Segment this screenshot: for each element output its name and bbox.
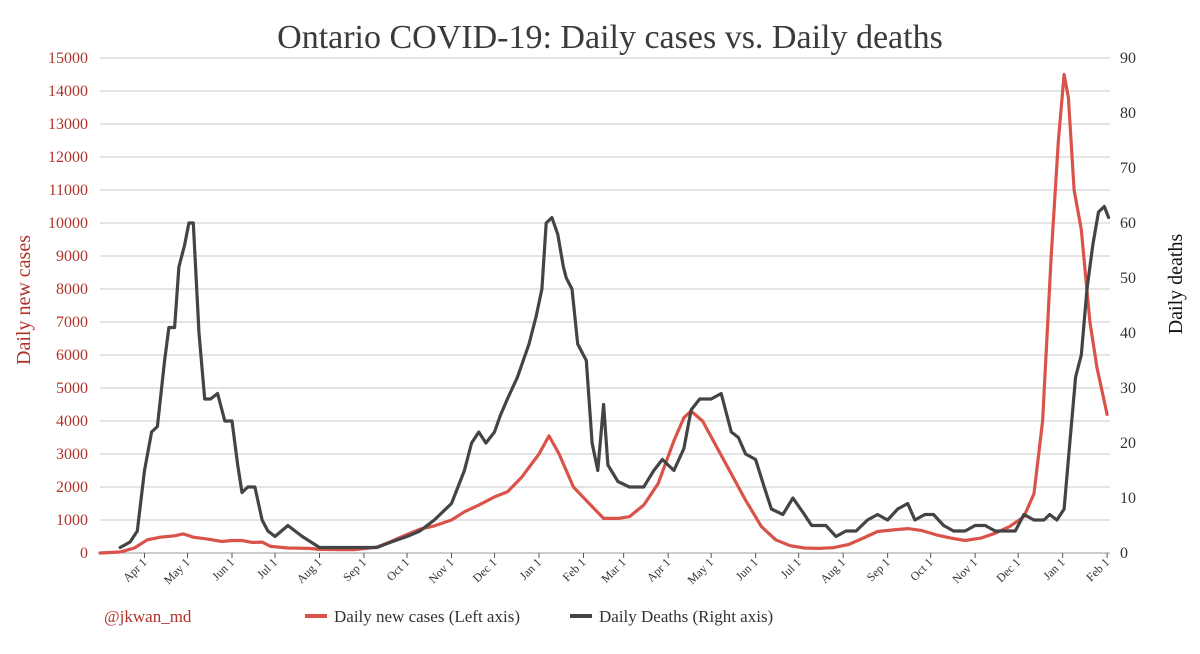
credit-text: @jkwan_md: [104, 607, 192, 626]
left-axis-tick-label: 14000: [48, 83, 88, 100]
left-axis-tick-label: 9000: [56, 248, 88, 265]
left-axis-tick-label: 1000: [56, 512, 88, 529]
left-axis-tick-label: 2000: [56, 479, 88, 496]
left-axis-tick-label: 15000: [48, 50, 88, 67]
right-axis-tick-label: 0: [1120, 545, 1128, 562]
x-tick-label: Jan 1: [1040, 555, 1068, 583]
x-tick-label: Aug 1: [294, 555, 325, 586]
left-axis-tick-label: 6000: [56, 347, 88, 364]
right-axis-tick-label: 10: [1120, 490, 1136, 507]
x-tick-label: Mar 1: [598, 555, 628, 585]
x-tick-label: Apr 1: [120, 555, 149, 584]
x-tick-label: Aug 1: [817, 555, 848, 586]
x-tick-label: Jun 1: [209, 555, 237, 583]
x-tick-label: Oct 1: [384, 555, 413, 584]
x-axis-ticks: Apr 1 May 1 Jun 1 Jul 1 Aug 1 Sep 1 Oct 1 Nov 1…: [100, 552, 1112, 587]
x-tick-label: May 1: [684, 555, 716, 587]
gridlines: [100, 57, 1110, 554]
left-axis-tick-label: 11000: [49, 182, 88, 199]
x-tick-label: Sep 1: [340, 555, 369, 584]
left-axis-label: Daily new cases: [13, 235, 35, 365]
deaths-series-line: [118, 204, 1111, 550]
cases-series-line: [98, 72, 1109, 555]
x-tick-label: Nov 1: [426, 555, 457, 586]
right-axis-tick-label: 70: [1120, 160, 1136, 177]
left-axis-tick-label: 7000: [56, 314, 88, 331]
x-tick-label: Oct 1: [907, 555, 936, 584]
right-axis-tick-label: 50: [1120, 270, 1136, 287]
x-tick-label: Feb 1: [1083, 555, 1112, 584]
left-axis-ticks: 0 1000 2000 3000 4000 5000 6000 7000 8000 9000 100…: [48, 50, 88, 562]
x-tick-label: Dec 1: [993, 555, 1023, 585]
x-tick-label: Jul 1: [778, 555, 804, 581]
x-tick-label: Jul 1: [254, 555, 280, 581]
legend-cases-label: Daily new cases (Left axis): [334, 607, 520, 626]
right-axis-tick-label: 90: [1120, 50, 1136, 67]
x-tick-label: May 1: [161, 555, 193, 587]
right-axis-tick-label: 40: [1120, 325, 1136, 342]
x-tick-label: Apr 1: [644, 555, 673, 584]
left-axis-tick-label: 0: [80, 545, 88, 562]
x-tick-label: Nov 1: [949, 555, 980, 586]
right-axis-ticks: 0 10 20 30 40 50 60 70 80 90: [1120, 50, 1136, 562]
right-axis-tick-label: 60: [1120, 215, 1136, 232]
left-axis-tick-label: 3000: [56, 446, 88, 463]
left-axis-tick-label: 13000: [48, 116, 88, 133]
left-axis-tick-label: 8000: [56, 281, 88, 298]
right-axis-tick-label: 80: [1120, 105, 1136, 122]
x-tick-label: Sep 1: [864, 555, 893, 584]
series-lines: [98, 72, 1111, 555]
right-axis-tick-label: 30: [1120, 380, 1136, 397]
right-axis-label: Daily deaths: [1165, 234, 1187, 335]
right-axis-tick-label: 20: [1120, 435, 1136, 452]
left-axis-tick-label: 12000: [48, 149, 88, 166]
legend: Daily new cases (Left axis) Daily Deaths…: [305, 607, 773, 626]
left-axis-tick-label: 10000: [48, 215, 88, 232]
chart-title: Ontario COVID-19: Daily cases vs. Daily …: [277, 19, 943, 56]
x-tick-label: Dec 1: [470, 555, 500, 585]
x-tick-label: Feb 1: [560, 555, 589, 584]
legend-deaths-label: Daily Deaths (Right axis): [599, 607, 773, 626]
x-tick-label: Jun 1: [733, 555, 761, 583]
left-axis-tick-label: 4000: [56, 413, 88, 430]
x-tick-label: Jan 1: [517, 555, 545, 583]
left-axis-tick-label: 5000: [56, 380, 88, 397]
